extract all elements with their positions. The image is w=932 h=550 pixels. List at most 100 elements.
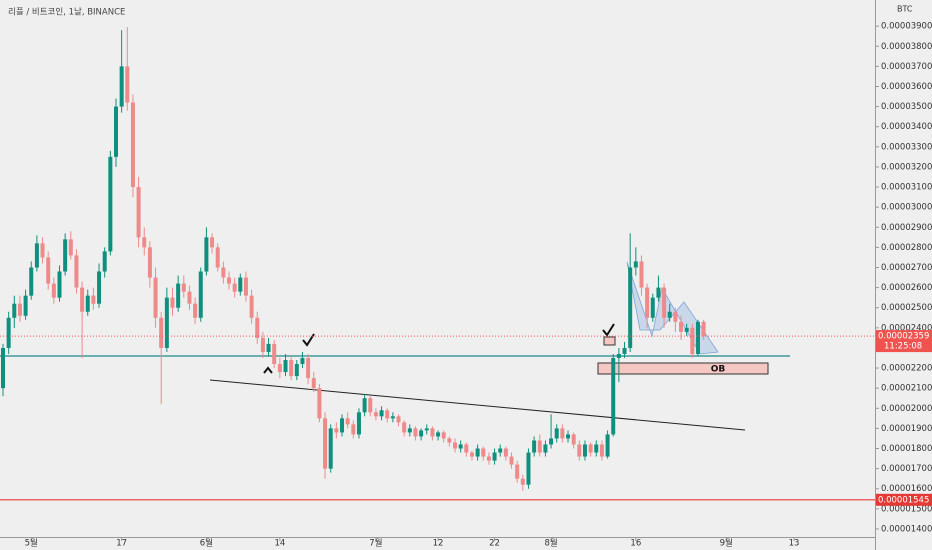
- candle-body: [255, 317, 260, 338]
- candle-body: [243, 277, 248, 296]
- y-tick-label: 0.00002100: [881, 384, 932, 394]
- candle-body: [645, 287, 650, 318]
- y-tick-label: 0.00001700: [881, 464, 932, 474]
- y-tick-label: 0.00003700: [881, 62, 932, 72]
- candle-body: [662, 287, 667, 318]
- x-tick-label: 5월: [25, 538, 38, 549]
- candle-body: [113, 106, 118, 157]
- candle-body: [215, 247, 220, 268]
- y-tick-label: 0.00003100: [881, 183, 932, 193]
- candle-body: [549, 438, 554, 445]
- y-tick-label: 0.00003600: [881, 82, 932, 92]
- candle-body: [582, 444, 587, 457]
- candle-body: [119, 66, 124, 107]
- candle-body: [147, 247, 152, 278]
- candle-body: [34, 243, 39, 268]
- candle-body: [413, 428, 418, 437]
- candle-body: [51, 283, 56, 298]
- candle-body: [373, 412, 378, 417]
- candle-body: [690, 327, 695, 354]
- y-tick-label: 0.00003300: [881, 142, 932, 152]
- candle-body: [46, 257, 51, 284]
- candle-body: [204, 237, 209, 272]
- candle-body: [436, 432, 441, 437]
- x-tick-label: 13: [789, 539, 800, 549]
- candle-body: [628, 267, 633, 348]
- candle-body: [23, 295, 28, 316]
- candle-body: [515, 464, 520, 479]
- y-tick-label: 0.00001800: [881, 444, 932, 454]
- candle-body: [29, 267, 34, 296]
- y-tick-label: 0.00001400: [881, 524, 932, 534]
- y-tick-label: 0.00001500: [881, 504, 932, 514]
- y-tick-label: 0.00003000: [881, 203, 932, 213]
- y-tick-label: 0.00002600: [881, 283, 932, 293]
- candle-body: [193, 303, 198, 318]
- candle-body: [198, 271, 203, 318]
- candle-body: [97, 271, 102, 304]
- candle-body: [385, 410, 390, 419]
- candle-body: [633, 261, 638, 268]
- candle-body: [453, 442, 458, 449]
- candle-body: [227, 277, 232, 284]
- candle-body: [102, 251, 107, 272]
- candle-body: [306, 358, 311, 379]
- candle-body: [63, 239, 68, 272]
- candle-body: [221, 267, 226, 278]
- candle-body: [125, 66, 130, 103]
- candle-body: [599, 444, 604, 457]
- candle-body: [317, 388, 322, 419]
- candle-body: [464, 444, 469, 453]
- candle-body: [91, 295, 96, 304]
- last-price-box: [876, 330, 932, 353]
- candle-body: [170, 297, 175, 308]
- y-tick-label: 0.00003900: [881, 22, 932, 32]
- candle-body: [85, 295, 90, 312]
- x-tick-label: 7월: [369, 538, 382, 549]
- x-tick-label: 16: [630, 539, 641, 549]
- candle-body: [486, 456, 491, 461]
- candle-body: [0, 347, 5, 389]
- candle-body: [390, 416, 395, 419]
- countdown-label: 11:25:08: [884, 342, 922, 352]
- candle-body: [605, 434, 610, 457]
- candle-body: [187, 291, 192, 304]
- candle-body: [362, 398, 367, 413]
- x-tick-label: 17: [116, 539, 127, 549]
- ob-zone: [597, 362, 769, 375]
- candle-body: [74, 255, 79, 288]
- y-tick-label: 0.00002700: [881, 263, 932, 273]
- candle-body: [136, 187, 141, 238]
- candle-body: [639, 261, 644, 288]
- y-tick-label: 0.00003400: [881, 122, 932, 132]
- candle-body: [323, 418, 328, 469]
- candle-body: [611, 358, 616, 435]
- candle-body: [667, 311, 672, 318]
- candle-body: [577, 444, 582, 457]
- candle-body: [294, 364, 299, 377]
- candle-body: [345, 418, 350, 425]
- candle-body: [12, 303, 17, 318]
- candle-body: [407, 428, 412, 433]
- x-tick-label: 22: [489, 539, 500, 549]
- candle-body: [656, 287, 661, 298]
- unit-label: BTC: [897, 5, 913, 14]
- y-tick-label: 0.00001600: [881, 484, 932, 494]
- candle-body: [492, 452, 497, 461]
- candle-body: [57, 271, 62, 298]
- candle-body: [300, 358, 305, 365]
- x-tick-label: 12: [433, 539, 444, 549]
- candle-body: [503, 448, 508, 457]
- candle-body: [159, 317, 164, 348]
- y-tick-label: 0.00003200: [881, 162, 932, 172]
- candle-body: [673, 311, 678, 322]
- candle-body: [526, 452, 531, 485]
- candle-body: [554, 428, 559, 439]
- candle-body: [650, 297, 655, 318]
- candle-body: [130, 102, 135, 188]
- candle-body: [249, 295, 254, 318]
- candle-body: [695, 321, 700, 354]
- y-tick-label: 0.00003500: [881, 102, 932, 112]
- candle-body: [142, 237, 147, 248]
